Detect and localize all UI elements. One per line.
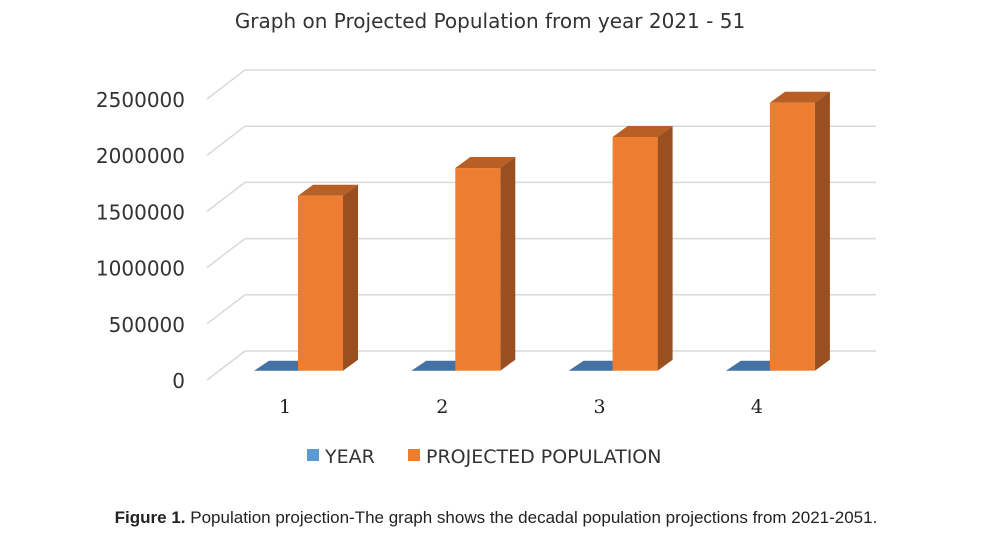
bar-population-side bbox=[500, 157, 516, 371]
caption-label: Figure 1. bbox=[114, 508, 186, 527]
x-tick-label: 2 bbox=[436, 396, 448, 418]
bar-population-top bbox=[612, 126, 673, 138]
gridline bbox=[206, 69, 876, 100]
y-tick-label: 1500000 bbox=[96, 200, 185, 224]
y-tick-label: 1000000 bbox=[96, 257, 185, 281]
y-axis-ticks: 0 500000 1000000 1500000 2000000 2500000 bbox=[96, 88, 185, 393]
y-tick-label: 2000000 bbox=[96, 144, 185, 168]
bar-population bbox=[769, 102, 815, 371]
bar-population bbox=[298, 195, 343, 371]
bar-population bbox=[612, 137, 658, 371]
bar-population-side bbox=[343, 184, 358, 371]
y-tick-label: 0 bbox=[172, 369, 185, 393]
x-tick-label: 4 bbox=[751, 396, 763, 418]
figure-caption: Figure 1. Population projection-The grap… bbox=[0, 508, 992, 528]
chart-title: Graph on Projected Population from year … bbox=[235, 9, 745, 33]
y-tick-label: 500000 bbox=[109, 313, 185, 337]
caption-text: Population projection-The graph shows th… bbox=[185, 508, 878, 527]
x-tick-label: 3 bbox=[594, 396, 606, 418]
legend-label-population: PROJECTED POPULATION bbox=[426, 446, 661, 468]
legend-swatch-year bbox=[307, 449, 319, 461]
bar-population bbox=[455, 168, 501, 371]
chart: Graph on Projected Population from year … bbox=[96, 9, 876, 468]
bars bbox=[254, 91, 830, 371]
x-axis-ticks: 1 2 3 4 bbox=[279, 396, 763, 418]
legend: YEAR PROJECTED POPULATION bbox=[307, 446, 661, 468]
bar-population-top bbox=[455, 157, 516, 169]
bar-population-side bbox=[814, 91, 830, 371]
y-tick-label: 2500000 bbox=[96, 88, 185, 112]
legend-label-year: YEAR bbox=[324, 446, 375, 468]
bar-population-side bbox=[657, 126, 673, 371]
bar-population-top bbox=[298, 184, 358, 196]
bar-population-top bbox=[769, 91, 830, 103]
x-tick-label: 1 bbox=[279, 396, 291, 418]
legend-swatch-population bbox=[408, 449, 420, 461]
